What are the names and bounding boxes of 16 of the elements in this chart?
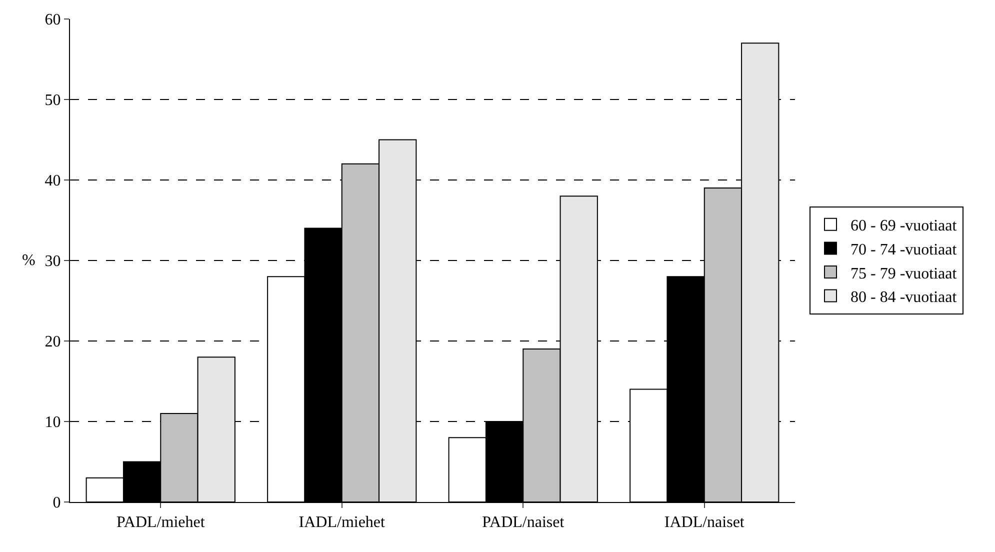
y-tick-label: 0 — [52, 494, 61, 512]
x-tick-label: IADL/naiset — [664, 514, 745, 532]
x-tick-label: PADL/miehet — [116, 514, 206, 532]
legend-label: 75 - 79 -vuotiaat — [850, 265, 958, 282]
legend-label: 70 - 74 -vuotiaat — [850, 241, 958, 258]
x-tick-label: PADL/naiset — [482, 514, 565, 532]
legend-label: 60 - 69 -vuotiaat — [850, 218, 958, 235]
y-tick-label: 30 — [44, 253, 61, 270]
y-tick-label: 50 — [44, 92, 61, 110]
y-tick-label: 40 — [44, 172, 61, 190]
y-tick-label: 60 — [44, 12, 61, 29]
x-tick-label: IADL/miehet — [298, 514, 386, 532]
legend-label: 80 - 84 -vuotiaat — [850, 289, 958, 306]
y-axis-title: % — [22, 252, 36, 269]
y-tick-label: 10 — [44, 414, 61, 432]
y-tick-label: 20 — [44, 334, 61, 351]
